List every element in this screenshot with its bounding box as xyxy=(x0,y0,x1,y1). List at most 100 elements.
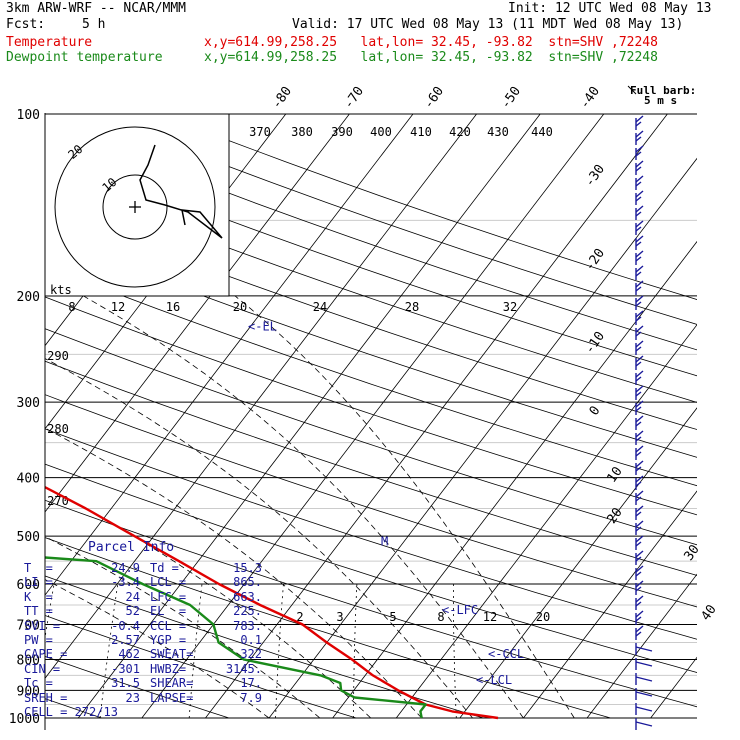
parcel-row: LI = -3.4 LCL = 865. xyxy=(24,575,408,589)
parcel-label: EL = xyxy=(150,604,187,619)
wind-barb xyxy=(635,505,644,520)
marker-m: M xyxy=(381,534,388,548)
parcel-value: 23 xyxy=(125,690,140,705)
dry-adiabat-line xyxy=(45,394,697,608)
hodograph-ring xyxy=(54,126,216,288)
wind-barb-flag xyxy=(635,556,642,562)
parcel-row: CIN = -301 HWBZ= 3145. xyxy=(24,662,408,676)
pressure-tick-label: 100 xyxy=(17,108,40,123)
mixing-ratio-line xyxy=(453,584,457,719)
wind-barb xyxy=(635,235,644,250)
hodograph-frame xyxy=(44,113,230,297)
wind-barb-flag xyxy=(635,415,644,423)
moist-adiabat-line xyxy=(45,486,372,719)
parcel-value: 2.57 xyxy=(111,633,140,648)
isotherm-line xyxy=(586,573,697,719)
dry-adiabat-line xyxy=(45,148,697,377)
parcel-value: 462 xyxy=(118,647,140,662)
wind-barb-flag xyxy=(635,721,653,727)
theta-label: 400 xyxy=(370,125,392,139)
parcel-label: LAPSE= xyxy=(150,690,194,705)
wind-barb-flag xyxy=(635,706,653,712)
parcel-value: 0.1 xyxy=(240,633,262,648)
mixing-ratio-label: 20 xyxy=(536,610,550,624)
isotherm-line xyxy=(45,113,350,513)
theta-label: 380 xyxy=(291,125,313,139)
parcel-label xyxy=(286,705,360,719)
mixing-ratio-line xyxy=(353,583,358,718)
wind-barb-flag xyxy=(635,691,653,697)
wind-barb-flag xyxy=(635,241,642,247)
dewpoint-line xyxy=(45,556,427,719)
wind-barb xyxy=(635,265,644,280)
wind-barb-flag xyxy=(635,316,642,322)
wind-barb-flag xyxy=(635,550,644,558)
wind-barb-flag xyxy=(635,676,653,682)
wind-barb-flag xyxy=(635,190,644,198)
wind-barb xyxy=(635,175,644,190)
theta-label: 430 xyxy=(487,125,509,139)
wind-barb xyxy=(635,595,644,610)
parcel-info-table: T = 24.9 Td = 15.3 LI = -3.4 LCL = 865. K = 24 LFC… xyxy=(24,561,408,719)
hodograph-ring-label: 20 xyxy=(233,300,247,314)
moist-adiabat-line xyxy=(45,358,473,719)
wind-barb-flag xyxy=(635,130,644,138)
pressure-tick-label: 500 xyxy=(17,530,40,545)
parcel-value: 663. xyxy=(233,589,262,604)
hodograph-trace xyxy=(139,144,223,239)
parcel-value: 17. xyxy=(240,676,262,691)
wind-barb xyxy=(635,160,644,175)
dry-adiabat-line xyxy=(45,360,697,576)
parcel-row: Tc = 31.5 SHEAR= 17. xyxy=(24,676,408,690)
isotherm-label: 20 xyxy=(604,505,625,526)
wind-barb xyxy=(635,370,644,385)
parcel-row: SREH = 23 LAPSE= 7.9 xyxy=(24,691,408,705)
parcel-row: T = 24.9 Td = 15.3 xyxy=(24,561,408,575)
parcel-label: PW = xyxy=(24,633,53,648)
forecast-label: Fcst: xyxy=(6,17,46,32)
dry-adiabat-line xyxy=(45,615,357,719)
wind-barb xyxy=(635,610,644,625)
parcel-row: TT = 52 EL = 225. xyxy=(24,604,408,618)
isotherm-line xyxy=(141,113,605,719)
hodograph-ring-label: 28 xyxy=(405,300,419,314)
wind-barb-flag xyxy=(635,616,642,622)
dry-adiabat-line xyxy=(45,328,697,546)
hodograph-ring-label: 12 xyxy=(111,300,125,314)
parcel-label: LI = xyxy=(24,575,53,590)
marker-el: <-EL xyxy=(248,320,277,334)
wind-barb-flag xyxy=(635,565,644,573)
wind-barb-flag xyxy=(635,580,644,588)
wind-barb-flag xyxy=(635,136,642,142)
wind-barb-flag xyxy=(635,406,642,412)
wind-barb-flag xyxy=(635,226,642,232)
wind-barb xyxy=(635,550,644,565)
wind-barb-flag xyxy=(635,160,644,168)
wind-barb xyxy=(635,430,644,445)
wind-barb-flag xyxy=(635,181,642,187)
isotherm-line xyxy=(268,157,697,719)
wind-barb xyxy=(635,625,644,640)
wind-barb xyxy=(635,673,653,685)
marker-ccl: <-CCL xyxy=(488,647,524,661)
wind-barb xyxy=(635,688,653,700)
parcel-value: 24 xyxy=(125,589,140,604)
wind-barb-flag xyxy=(635,595,644,603)
isotherm-line xyxy=(45,113,414,596)
wind-barb-flag xyxy=(635,166,642,172)
wind-barb xyxy=(635,205,644,220)
parcel-value: 7.9 xyxy=(240,690,262,705)
wind-barb-flag xyxy=(635,505,644,513)
pressure-tick-label: 400 xyxy=(17,472,40,487)
wind-barb xyxy=(635,220,644,235)
wind-barb xyxy=(635,400,644,415)
wind-barb-flag xyxy=(635,526,642,532)
wind-barb xyxy=(635,145,644,160)
isotherm-label: -80 xyxy=(269,84,295,112)
wind-barb xyxy=(635,565,644,580)
wind-barb xyxy=(635,295,644,310)
parcel-value: 52 xyxy=(125,604,140,619)
wind-barb-flag xyxy=(635,430,644,438)
wind-barb xyxy=(635,250,644,265)
parcel-value: 322 xyxy=(240,647,262,662)
